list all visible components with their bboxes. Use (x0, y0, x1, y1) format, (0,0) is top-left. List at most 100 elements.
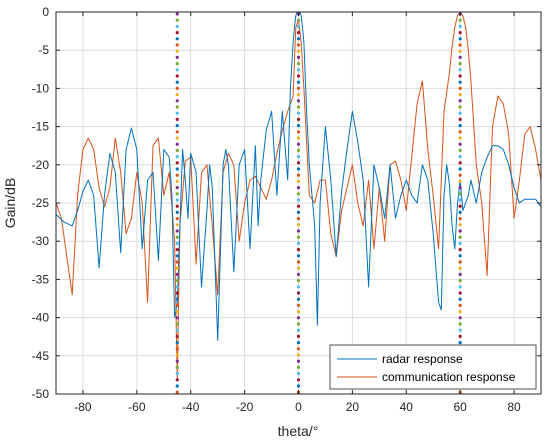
angle-marker-layer (175, 12, 462, 394)
marker-dot (175, 148, 179, 152)
marker-dot (458, 43, 462, 47)
marker-dot (175, 210, 179, 214)
marker-dot (458, 254, 462, 258)
marker-dot (458, 186, 462, 190)
marker-dot (458, 68, 462, 72)
marker-dot (458, 18, 462, 22)
marker-dot (296, 179, 301, 183)
y-tick-label: -35 (32, 272, 50, 286)
marker-dot (296, 334, 301, 338)
marker-dot (175, 117, 179, 121)
marker-dot (175, 105, 179, 109)
marker-dot (175, 378, 179, 382)
x-tick-label: -20 (236, 400, 254, 414)
marker-dot (296, 322, 301, 326)
marker-dot (175, 223, 179, 227)
y-tick-label: -15 (32, 120, 50, 134)
marker-dot (296, 204, 301, 208)
marker-dot (175, 74, 179, 78)
marker-dot (296, 210, 301, 214)
marker-dot (175, 229, 179, 233)
marker-dot (296, 192, 301, 196)
marker-dot (458, 80, 462, 84)
marker-dot (458, 105, 462, 109)
marker-dot (458, 229, 462, 233)
marker-dot (175, 68, 179, 72)
marker-dot (458, 272, 462, 276)
marker-dot (296, 55, 301, 60)
angle-marker-minus-45 (175, 12, 179, 394)
marker-dot (458, 334, 462, 338)
marker-dot (175, 279, 179, 283)
marker-dot (175, 161, 179, 165)
x-tick-label: -60 (128, 400, 146, 414)
y-tick-label: -30 (32, 234, 50, 248)
legend: radar response communication response (329, 344, 537, 390)
y-tick-label: -20 (32, 158, 50, 172)
marker-dot (175, 179, 179, 183)
marker-dot (296, 49, 301, 53)
marker-dot (458, 130, 462, 134)
marker-dot (175, 266, 179, 270)
marker-dot (296, 148, 301, 152)
x-tick-label: 80 (507, 400, 521, 414)
marker-dot (175, 272, 179, 276)
marker-dot (296, 365, 301, 369)
y-tick-label: -45 (32, 349, 50, 363)
marker-dot (175, 55, 179, 60)
legend-label-radar: radar response (382, 352, 463, 366)
marker-dot (296, 303, 301, 307)
marker-dot (175, 235, 179, 239)
marker-dot (458, 99, 462, 103)
x-tick-label: -80 (74, 400, 92, 414)
marker-dot (175, 365, 179, 369)
marker-dot (458, 142, 462, 146)
marker-dot (175, 260, 179, 264)
marker-dot (175, 198, 179, 202)
marker-dot (296, 291, 301, 295)
marker-dot (458, 266, 462, 270)
marker-dot (458, 49, 462, 53)
marker-dot (175, 328, 179, 332)
marker-dot (296, 30, 301, 35)
marker-dot (458, 173, 462, 177)
marker-dot (175, 372, 179, 376)
marker-dot (175, 93, 179, 97)
marker-dot (175, 384, 179, 388)
marker-dot (296, 248, 301, 252)
marker-dot (175, 347, 179, 351)
marker-dot (458, 93, 462, 97)
marker-dot (296, 68, 301, 72)
marker-dot (296, 378, 301, 382)
marker-dot (175, 192, 179, 196)
legend-box (329, 344, 537, 390)
marker-dot (175, 12, 179, 16)
marker-dot (458, 111, 462, 115)
marker-dot (175, 18, 179, 22)
marker-dot (296, 328, 301, 332)
marker-dot (175, 334, 179, 338)
marker-dot (175, 173, 179, 177)
marker-dot (175, 62, 179, 66)
marker-dot (175, 49, 179, 53)
marker-dot (296, 142, 301, 146)
marker-dot (458, 179, 462, 183)
marker-dot (458, 117, 462, 121)
marker-dot (458, 74, 462, 78)
marker-dot (296, 316, 301, 320)
y-tick-label: -40 (32, 311, 50, 325)
y-tick-label: 0 (42, 5, 49, 19)
marker-dot (458, 217, 462, 221)
marker-dot (458, 210, 462, 214)
marker-dot (296, 167, 301, 171)
marker-dot (458, 86, 462, 90)
marker-dot (175, 353, 179, 357)
marker-dot (458, 328, 462, 332)
marker-dot (296, 285, 301, 289)
marker-dot (175, 359, 179, 363)
communication-response-line (55, 11, 542, 380)
marker-dot (296, 341, 301, 345)
marker-dot (458, 62, 462, 66)
marker-dot (458, 124, 462, 128)
